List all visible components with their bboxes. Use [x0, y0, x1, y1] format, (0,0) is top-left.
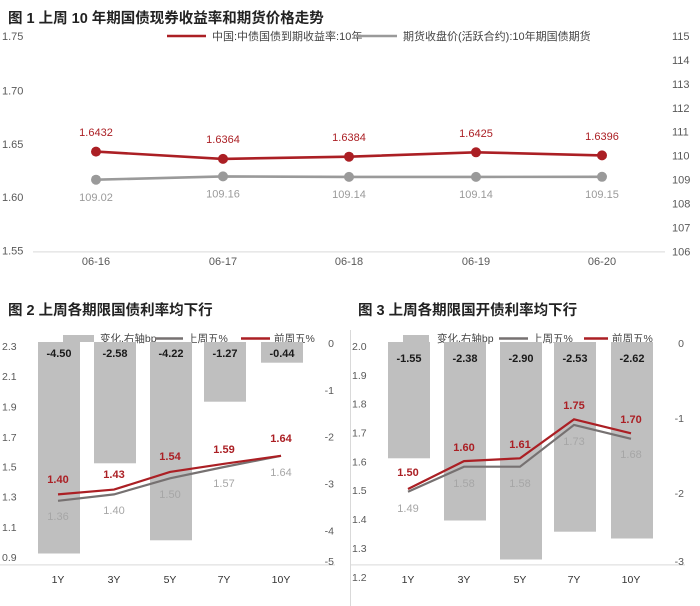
- svg-text:1.40: 1.40: [103, 505, 124, 517]
- svg-text:5Y: 5Y: [164, 574, 177, 586]
- svg-text:1.75: 1.75: [2, 31, 23, 43]
- svg-text:109.15: 109.15: [585, 189, 619, 201]
- svg-text:0: 0: [328, 338, 334, 350]
- svg-text:107: 107: [672, 222, 690, 234]
- svg-text:1.64: 1.64: [270, 433, 292, 445]
- svg-text:-4.50: -4.50: [46, 348, 71, 360]
- svg-text:06-17: 06-17: [209, 256, 237, 268]
- svg-text:10Y: 10Y: [622, 574, 641, 586]
- svg-text:1.3: 1.3: [2, 492, 17, 504]
- svg-text:113: 113: [672, 79, 690, 91]
- svg-text:1.2: 1.2: [352, 572, 367, 584]
- svg-text:1Y: 1Y: [402, 574, 415, 586]
- svg-text:1.73: 1.73: [563, 436, 584, 448]
- svg-text:-2.58: -2.58: [102, 348, 127, 360]
- svg-text:1.68: 1.68: [620, 449, 641, 461]
- svg-text:1.6384: 1.6384: [332, 132, 366, 144]
- svg-text:-1: -1: [325, 385, 334, 397]
- svg-text:-4: -4: [325, 525, 334, 537]
- svg-text:1.7: 1.7: [352, 428, 367, 440]
- svg-text:1.75: 1.75: [563, 400, 584, 412]
- svg-text:112: 112: [672, 103, 690, 115]
- svg-text:5Y: 5Y: [514, 574, 527, 586]
- svg-text:7Y: 7Y: [218, 574, 231, 586]
- svg-text:06-20: 06-20: [588, 256, 616, 268]
- svg-text:1.57: 1.57: [213, 478, 234, 490]
- svg-text:1.9: 1.9: [352, 370, 367, 382]
- svg-text:109.14: 109.14: [459, 189, 493, 201]
- svg-text:-0.44: -0.44: [269, 348, 295, 360]
- svg-text:1.6: 1.6: [352, 456, 367, 468]
- svg-text:2.1: 2.1: [2, 371, 17, 383]
- svg-text:109.02: 109.02: [79, 192, 113, 204]
- svg-text:0: 0: [678, 338, 684, 350]
- svg-text:1.7: 1.7: [2, 432, 17, 444]
- svg-text:-2.38: -2.38: [452, 353, 477, 365]
- svg-text:1.36: 1.36: [47, 511, 68, 523]
- svg-text:0.9: 0.9: [2, 552, 17, 564]
- svg-text:-4.22: -4.22: [158, 348, 183, 360]
- svg-text:111: 111: [672, 127, 689, 139]
- svg-text:109.14: 109.14: [332, 189, 366, 201]
- svg-text:1.54: 1.54: [159, 451, 181, 463]
- svg-text:1.50: 1.50: [397, 467, 418, 479]
- svg-text:2.3: 2.3: [2, 341, 17, 353]
- svg-text:-5: -5: [325, 556, 334, 568]
- svg-text:-3: -3: [325, 479, 334, 491]
- svg-text:1.5: 1.5: [352, 485, 367, 497]
- svg-text:1.60: 1.60: [2, 192, 23, 204]
- svg-text:1.8: 1.8: [352, 399, 367, 411]
- svg-text:3Y: 3Y: [108, 574, 121, 586]
- svg-text:1.4: 1.4: [352, 514, 367, 526]
- svg-text:1.43: 1.43: [103, 469, 124, 481]
- svg-text:110: 110: [672, 151, 690, 163]
- svg-text:-2.62: -2.62: [619, 353, 644, 365]
- svg-text:1.1: 1.1: [2, 522, 17, 534]
- svg-text:1.55: 1.55: [2, 245, 23, 257]
- svg-text:-1: -1: [675, 413, 684, 425]
- svg-text:06-16: 06-16: [82, 256, 110, 268]
- svg-text:1.49: 1.49: [397, 503, 418, 515]
- svg-text:1.9: 1.9: [2, 401, 17, 413]
- svg-text:-1.55: -1.55: [396, 353, 421, 365]
- svg-text:-2: -2: [325, 432, 334, 444]
- svg-text:1.70: 1.70: [620, 414, 641, 426]
- svg-text:10Y: 10Y: [272, 574, 291, 586]
- svg-text:106: 106: [672, 246, 690, 258]
- svg-text:114: 114: [672, 55, 690, 67]
- svg-text:3Y: 3Y: [458, 574, 471, 586]
- svg-text:1.59: 1.59: [213, 444, 234, 456]
- svg-text:1.58: 1.58: [453, 478, 474, 490]
- svg-text:1.6425: 1.6425: [459, 128, 493, 140]
- svg-text:108: 108: [672, 198, 690, 210]
- svg-text:1.58: 1.58: [509, 478, 530, 490]
- svg-text:7Y: 7Y: [568, 574, 581, 586]
- svg-text:1.3: 1.3: [352, 543, 367, 555]
- svg-text:1.6364: 1.6364: [206, 134, 240, 146]
- svg-text:06-18: 06-18: [335, 256, 363, 268]
- svg-text:1.60: 1.60: [453, 442, 474, 454]
- svg-text:-1.27: -1.27: [212, 348, 237, 360]
- svg-text:1.70: 1.70: [2, 85, 23, 97]
- svg-text:115: 115: [672, 31, 690, 43]
- svg-text:1.64: 1.64: [270, 467, 291, 479]
- svg-text:2.0: 2.0: [352, 341, 367, 353]
- svg-text:1.6396: 1.6396: [585, 131, 619, 143]
- svg-text:1Y: 1Y: [52, 574, 65, 586]
- svg-text:1.40: 1.40: [47, 474, 68, 486]
- svg-text:1.6432: 1.6432: [79, 127, 113, 139]
- svg-text:-2.90: -2.90: [508, 353, 533, 365]
- svg-text:06-19: 06-19: [462, 256, 490, 268]
- svg-text:109.16: 109.16: [206, 189, 240, 201]
- svg-text:1.5: 1.5: [2, 462, 17, 474]
- svg-text:-2.53: -2.53: [562, 353, 587, 365]
- svg-text:109: 109: [672, 175, 690, 187]
- svg-text:-2: -2: [675, 488, 684, 500]
- svg-text:1.65: 1.65: [2, 139, 23, 151]
- svg-text:-3: -3: [675, 556, 684, 568]
- svg-text:1.61: 1.61: [509, 439, 530, 451]
- svg-text:1.50: 1.50: [159, 489, 180, 501]
